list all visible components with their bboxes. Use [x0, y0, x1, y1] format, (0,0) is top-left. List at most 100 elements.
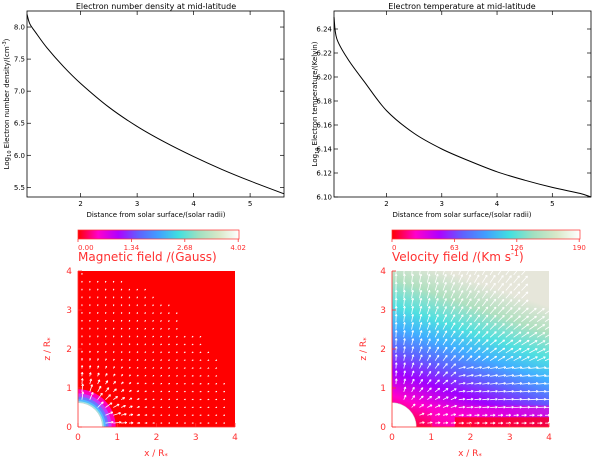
velocity-arrow — [521, 291, 529, 299]
velocity-arrow-head — [411, 273, 414, 276]
temperature-x-ticks: 2 3 4 5 — [384, 11, 555, 208]
velocity-arrow-head — [552, 407, 554, 408]
velocity-arrow-head — [403, 354, 406, 357]
velocity-arrow-head — [444, 281, 447, 284]
velocity-colorbar-tick-label: 63 — [450, 244, 459, 252]
velocity-arrow — [403, 306, 405, 314]
velocity-arrow — [537, 382, 547, 385]
velocity-arrow-head — [463, 373, 466, 376]
temperature-x-label: Distance from solar surface/(solar radii… — [392, 211, 531, 219]
velocity-arrow-head — [461, 421, 464, 424]
velocity-arrow-head — [540, 421, 543, 424]
magnetic-arrow-head — [100, 392, 103, 395]
velocity-arrow-head — [436, 354, 439, 357]
velocity-arrow-head — [411, 322, 414, 325]
velocity-arrow-head — [552, 391, 554, 392]
temperature-y-tick-label: 6.12 — [316, 170, 332, 178]
velocity-arrow — [427, 404, 433, 408]
velocity-arrow-head — [444, 289, 447, 293]
velocity-arrow-head — [493, 267, 495, 268]
velocity-arrow — [450, 271, 453, 276]
velocity-arrow-head — [487, 374, 490, 376]
velocity-arrow — [458, 374, 466, 377]
velocity-arrow — [544, 350, 549, 354]
velocity-arrow-head — [469, 322, 472, 325]
magnetic-arrow-head — [138, 421, 141, 424]
velocity-arrow-head — [427, 281, 430, 284]
velocity-arrow-head — [527, 366, 531, 368]
velocity-arrow — [521, 398, 530, 401]
velocity-arrow — [434, 396, 441, 401]
velocity-arrow — [497, 366, 506, 369]
velocity-arrow-head — [453, 421, 457, 424]
velocity-arrow — [419, 281, 422, 291]
velocity-arrow-head — [477, 330, 480, 333]
velocity-arrow-head — [493, 306, 497, 309]
magnetic-arrow-head — [104, 319, 107, 322]
magnetic-solar-disk — [78, 402, 103, 427]
magnetic-x-tick-label: 3 — [193, 433, 199, 443]
velocity-arrow — [497, 347, 505, 354]
velocity-arrow — [489, 298, 497, 307]
velocity-arrow-head — [394, 322, 397, 325]
velocity-arrow-head — [394, 378, 397, 381]
velocity-arrow — [537, 367, 547, 369]
magnetic-arrow-head — [89, 343, 91, 345]
velocity-arrow-head — [436, 338, 439, 341]
density-y-ticks: 5.5 6.0 6.5 7.0 7.5 8.0 — [14, 24, 284, 192]
velocity-arrow-head — [460, 290, 463, 293]
magnetic-arrow-head — [112, 280, 114, 283]
velocity-arrow-head — [452, 306, 455, 309]
velocity-arrow — [450, 388, 457, 393]
velocity-arrow — [419, 346, 423, 354]
velocity-arrow — [521, 382, 531, 385]
velocity-axis-ticks: 0 1 2 3 4 0 1 2 3 4 — [380, 267, 552, 443]
velocity-arrow — [474, 382, 482, 385]
magnetic-arrow-head — [105, 350, 107, 353]
velocity-arrow — [505, 323, 513, 330]
velocity-arrow — [403, 314, 406, 322]
velocity-arrow — [419, 330, 422, 338]
magnetic-arrow-head — [104, 296, 107, 298]
magnetic-arrow-head — [145, 422, 148, 424]
magnetic-arrow-head — [80, 371, 83, 375]
velocity-arrow — [489, 347, 497, 354]
magnetic-arrow — [89, 392, 94, 400]
velocity-arrow — [474, 366, 482, 369]
velocity-arrow-head — [552, 349, 553, 351]
velocity-arrow-head — [485, 282, 488, 285]
velocity-arrow — [419, 362, 423, 369]
magnetic-arrow-head — [105, 365, 107, 368]
velocity-arrow — [545, 391, 549, 393]
velocity-arrow — [544, 310, 549, 315]
magnetic-title: Magnetic field /(Gauss) — [78, 250, 217, 264]
velocity-arrow — [411, 271, 413, 275]
density-y-tick-label: 6.0 — [14, 152, 25, 160]
velocity-arrow — [419, 354, 423, 361]
magnetic-arrow-head — [136, 296, 138, 298]
velocity-arrow-head — [462, 397, 466, 400]
velocity-arrow-head — [419, 354, 423, 357]
velocity-arrow-head — [487, 381, 490, 384]
velocity-arrow-head — [427, 297, 430, 301]
velocity-arrow-head — [524, 413, 527, 416]
velocity-arrow — [442, 379, 449, 385]
velocity-arrow — [466, 355, 473, 361]
velocity-arrow-head — [403, 338, 406, 341]
velocity-arrow-head — [525, 299, 529, 301]
magnetic-arrow-head — [97, 358, 99, 360]
velocity-arrow-head — [503, 389, 506, 392]
velocity-arrow — [434, 322, 439, 330]
velocity-arrow-head — [469, 330, 472, 333]
velocity-arrow-head — [421, 266, 422, 268]
velocity-arrow-head — [519, 389, 523, 392]
velocity-arrow-head — [411, 378, 415, 381]
magnetic-colorbar-ticks: 0.00 1.34 2.68 4.02 — [77, 239, 246, 252]
velocity-arrow — [513, 299, 521, 307]
magnetic-arrow — [89, 378, 92, 385]
velocity-arrow-head — [460, 314, 464, 317]
velocity-arrow — [521, 307, 529, 315]
velocity-arrow — [466, 306, 472, 315]
velocity-arrow — [505, 390, 514, 393]
velocity-arrow — [426, 290, 430, 299]
